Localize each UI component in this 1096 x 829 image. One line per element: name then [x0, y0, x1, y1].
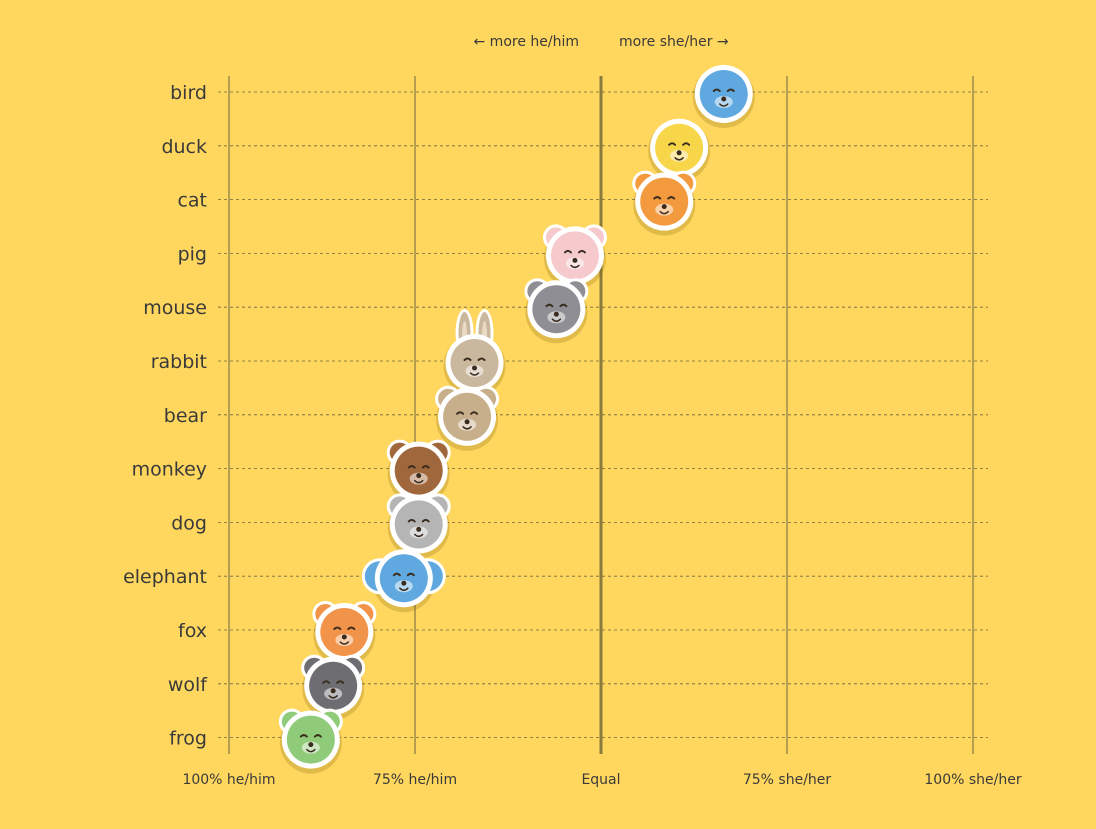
duck-icon [648, 118, 711, 182]
x-tick-label-3: 75% she/her [743, 772, 832, 788]
rabbit-icon [443, 309, 506, 397]
axis-labels: ← more he/him more she/her → [474, 34, 729, 50]
category-label-frog: frog [169, 728, 207, 750]
direction-label-right: more she/her → [619, 34, 729, 50]
frog-icon [278, 708, 343, 774]
category-label-mouse: mouse [143, 297, 207, 319]
category-label-bear: bear [164, 405, 207, 427]
mouse-icon [524, 278, 589, 344]
category-labels: bird duck cat pig mouse rabbit bear monkey dog el… [123, 82, 208, 750]
category-label-monkey: monkey [132, 459, 207, 481]
bear-icon [435, 385, 500, 451]
category-label-bird: bird [170, 82, 207, 104]
pig-icon [542, 224, 607, 290]
fox-icon [312, 601, 377, 666]
dog-icon [386, 493, 451, 559]
elephant-icon [361, 549, 446, 613]
category-label-fox: fox [178, 620, 207, 642]
direction-label-left: ← more he/him [474, 34, 580, 50]
bird-icon [692, 65, 755, 128]
category-label-dog: dog [171, 512, 207, 534]
x-tick-label-2: Equal [581, 772, 620, 788]
x-tick-label-1: 75% he/him [373, 772, 457, 788]
category-label-duck: duck [161, 136, 207, 158]
x-tick-label-0: 100% he/him [182, 772, 275, 788]
cat-icon [632, 170, 697, 236]
category-label-wolf: wolf [168, 674, 208, 696]
category-label-pig: pig [178, 243, 207, 265]
tick-labels: 100% he/him 75% he/him Equal 75% she/her 100… [182, 772, 1021, 788]
x-tick-label-4: 100% she/her [924, 772, 1021, 788]
category-label-rabbit: rabbit [151, 351, 207, 373]
wolf-icon [301, 654, 366, 720]
category-label-cat: cat [177, 190, 207, 212]
monkey-icon [386, 439, 451, 505]
category-label-elephant: elephant [123, 566, 207, 588]
data-points [278, 65, 755, 774]
